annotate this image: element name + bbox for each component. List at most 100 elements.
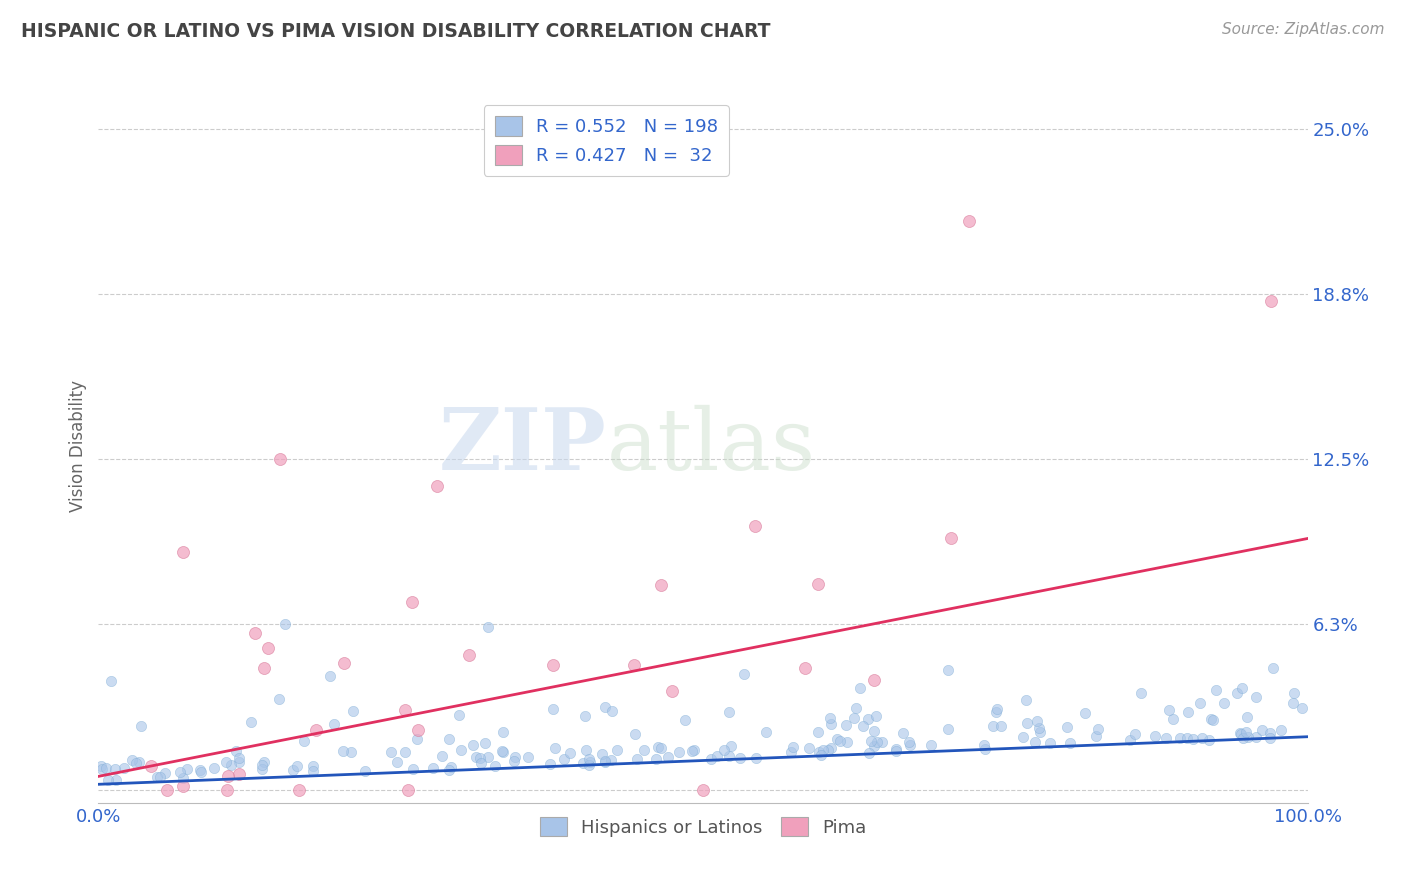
- Point: [817, 743, 839, 757]
- Point: [502, 754, 524, 768]
- Point: [447, 707, 470, 722]
- Point: [884, 744, 907, 758]
- Point: [250, 762, 273, 776]
- Point: [544, 740, 567, 755]
- Point: [973, 741, 995, 756]
- Point: [215, 755, 238, 769]
- Point: [1258, 726, 1281, 740]
- Point: [319, 668, 342, 682]
- Point: [169, 765, 191, 780]
- Point: [1202, 713, 1225, 727]
- Point: [253, 755, 276, 769]
- Point: [385, 755, 408, 769]
- Point: [692, 782, 714, 797]
- Point: [1258, 731, 1281, 745]
- Point: [984, 705, 1007, 719]
- Point: [149, 770, 172, 784]
- Point: [1226, 686, 1249, 700]
- Point: [600, 704, 623, 718]
- Point: [920, 739, 942, 753]
- Point: [793, 661, 815, 675]
- Point: [153, 765, 176, 780]
- Point: [733, 667, 755, 681]
- Point: [700, 752, 723, 766]
- Point: [606, 743, 628, 757]
- Point: [401, 595, 423, 609]
- Point: [745, 751, 768, 765]
- Point: [302, 759, 325, 773]
- Point: [813, 743, 835, 757]
- Point: [380, 745, 402, 759]
- Point: [305, 723, 328, 738]
- Point: [252, 661, 274, 675]
- Point: [717, 705, 740, 719]
- Point: [333, 656, 356, 670]
- Point: [243, 626, 266, 640]
- Point: [121, 753, 143, 767]
- Point: [650, 741, 672, 756]
- Point: [1244, 690, 1267, 704]
- Point: [1234, 724, 1257, 739]
- Point: [884, 742, 907, 756]
- Point: [1026, 714, 1049, 728]
- Point: [422, 761, 444, 775]
- Point: [779, 745, 801, 759]
- Point: [837, 735, 859, 749]
- Point: [1028, 725, 1050, 739]
- Point: [269, 452, 291, 467]
- Point: [139, 759, 162, 773]
- Point: [285, 758, 308, 772]
- Point: [128, 756, 150, 770]
- Point: [986, 702, 1008, 716]
- Point: [852, 719, 875, 733]
- Point: [112, 761, 135, 775]
- Point: [172, 772, 194, 786]
- Point: [541, 702, 564, 716]
- Point: [288, 782, 311, 797]
- Point: [1157, 704, 1180, 718]
- Point: [492, 725, 515, 739]
- Point: [97, 772, 120, 787]
- Point: [267, 692, 290, 706]
- Point: [730, 751, 752, 765]
- Point: [661, 683, 683, 698]
- Point: [1161, 712, 1184, 726]
- Point: [94, 761, 117, 775]
- Point: [477, 620, 499, 634]
- Point: [898, 738, 921, 752]
- Point: [274, 617, 297, 632]
- Legend: Hispanics or Latinos, Pima: Hispanics or Latinos, Pima: [533, 809, 873, 844]
- Point: [1012, 730, 1035, 744]
- Point: [405, 731, 427, 746]
- Point: [172, 545, 194, 559]
- Point: [593, 754, 616, 768]
- Point: [578, 752, 600, 766]
- Point: [600, 753, 623, 767]
- Point: [1177, 706, 1199, 720]
- Point: [394, 703, 416, 717]
- Point: [807, 577, 830, 591]
- Point: [858, 746, 880, 760]
- Point: [322, 716, 344, 731]
- Point: [810, 747, 832, 762]
- Point: [938, 663, 960, 677]
- Point: [1154, 731, 1177, 746]
- Point: [856, 713, 879, 727]
- Point: [468, 751, 491, 765]
- Point: [668, 746, 690, 760]
- Point: [1074, 706, 1097, 720]
- Point: [228, 766, 250, 780]
- Point: [465, 749, 488, 764]
- Point: [1261, 661, 1284, 675]
- Point: [437, 731, 460, 746]
- Point: [1205, 682, 1227, 697]
- Point: [439, 763, 461, 777]
- Point: [394, 746, 416, 760]
- Point: [579, 755, 602, 769]
- Point: [891, 726, 914, 740]
- Point: [633, 743, 655, 757]
- Point: [217, 769, 239, 783]
- Point: [1232, 731, 1254, 745]
- Point: [990, 719, 1012, 733]
- Point: [100, 673, 122, 688]
